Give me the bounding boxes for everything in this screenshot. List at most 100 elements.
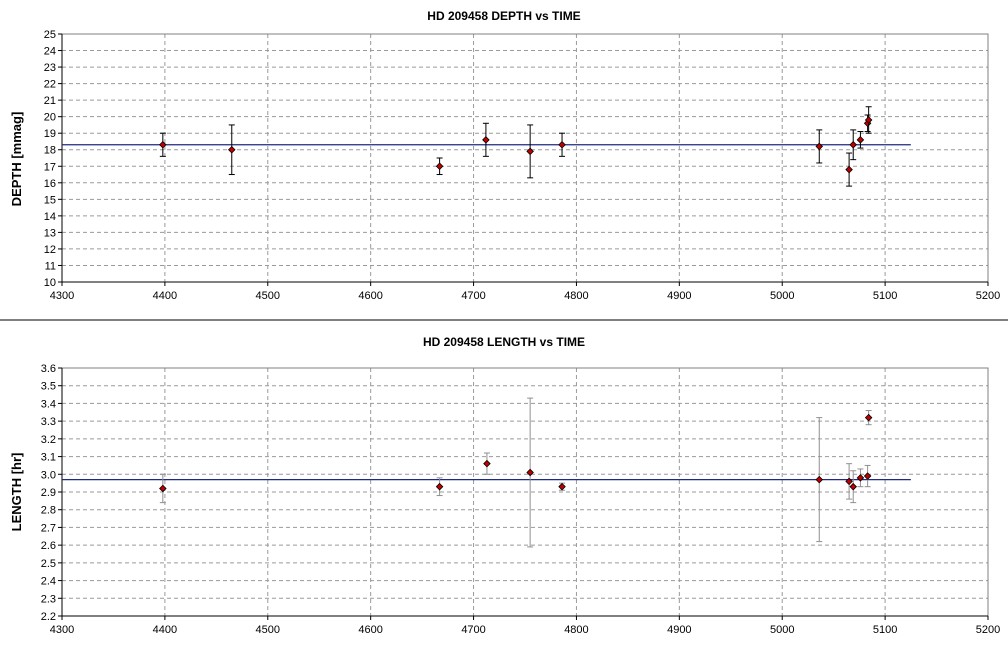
length-y-tick-label: 3.3 [41,416,56,428]
depth-tick-labels: 10 11 12 13 14 15 16 17 18 19 20 21 22 23 24 25 4300 4400… [44,29,1000,302]
depth-x-tick-label: 4500 [256,290,280,302]
depth-x-tick-label: 4800 [564,290,588,302]
length-x-tick-label: 5000 [770,624,794,636]
depth-diamond-marker [856,136,865,144]
length-y-tick-label: 3.4 [41,398,56,410]
length-data-points [159,397,873,548]
length-chart-title: HD 209458 LENGTH vs TIME [423,335,585,349]
length-diamond-marker [864,413,873,422]
depth-y-tick-label: 18 [44,145,56,157]
length-diamond-marker [815,475,824,484]
depth-chart-title: HD 209458 DEPTH vs TIME [427,9,580,23]
length-data-point [159,473,167,504]
length-diamond-marker [856,474,865,482]
depth-diamond-marker [845,165,853,174]
length-data-point [483,452,491,475]
length-data-point [849,470,857,504]
depth-diamond-marker [558,141,566,149]
depth-y-tick-label: 11 [45,260,56,272]
length-y-tick-label: 3.5 [41,381,56,393]
depth-diamond-marker [435,162,444,171]
length-tick-labels: 2.2 2.3 2.4 2.5 2.6 2.7 2.8 2.9 3.0 3.1 3.2 3.3 3.4 3… [41,363,1001,636]
depth-diamond-marker [159,141,167,149]
depth-y-tick-label: 10 [44,277,56,289]
depth-x-tick-label: 4900 [667,290,691,302]
length-y-tick-label: 3.6 [41,363,56,375]
depth-diamond-marker [228,145,236,154]
depth-y-tick-label: 14 [44,211,56,223]
depth-data-point [856,131,865,149]
length-y-tick-label: 2.4 [41,576,56,588]
depth-data-point [558,132,566,157]
depth-data-points [159,106,873,187]
depth-data-point [845,152,853,187]
length-x-tick-label: 4400 [153,624,177,636]
length-x-tick-label: 4700 [461,624,485,636]
length-y-tick-label: 3.1 [41,452,56,464]
depth-y-tick-label: 13 [44,227,56,239]
depth-data-point [482,122,490,157]
depth-diamond-marker [849,141,857,149]
depth-data-point [159,132,167,157]
length-data-point [845,463,853,500]
depth-y-tick-label: 19 [44,128,56,140]
depth-y-tick-label: 21 [44,95,56,107]
length-data-point [815,417,824,543]
depth-y-axis-label: DEPTH [mmag] [9,112,24,207]
depth-x-tick-label: 5200 [976,290,1000,302]
length-x-tick-label: 4800 [564,624,588,636]
depth-data-point [526,124,534,179]
depth-x-tick-label: 4400 [153,290,177,302]
depth-gridlines [61,33,989,283]
length-y-tick-label: 2.7 [41,522,56,534]
length-x-tick-label: 5200 [976,624,1000,636]
depth-y-tick-label: 20 [44,112,56,124]
depth-data-point [815,129,824,164]
depth-diamond-marker [482,136,490,144]
depth-x-tick-label: 4300 [50,290,74,302]
length-data-point [435,477,444,497]
length-x-tick-label: 5100 [873,624,897,636]
length-x-tick-label: 4900 [667,624,691,636]
depth-y-tick-label: 23 [44,62,56,74]
length-diamond-marker [483,459,491,468]
length-y-tick-label: 2.6 [41,540,56,552]
length-data-point [864,410,873,426]
length-gridlines [61,367,989,617]
depth-diamond-marker [815,142,824,151]
depth-y-tick-label: 15 [44,194,56,206]
depth-data-point [864,106,873,134]
length-y-tick-label: 2.8 [41,505,56,517]
depth-y-tick-label: 24 [44,46,56,58]
length-diamond-marker [159,484,167,493]
depth-y-tick-label: 17 [44,161,56,173]
depth-y-tick-label: 22 [44,79,56,91]
length-x-tick-label: 4600 [358,624,382,636]
length-y-axis-label: LENGTH [hr] [9,453,24,532]
depth-x-tick-label: 5100 [873,290,897,302]
length-diamond-marker [435,482,444,491]
length-diamond-marker [845,477,853,486]
depth-chart: HD 209458 DEPTH vs TIME DEPTH [mmag] 10 1… [9,9,1000,302]
length-diamond-marker [849,482,857,491]
depth-data-point [228,124,236,176]
length-y-tick-label: 3.2 [41,434,56,446]
depth-data-point [849,129,857,161]
length-y-tick-label: 2.2 [41,611,56,623]
length-x-tick-label: 4500 [256,624,280,636]
length-x-tick-label: 4300 [50,624,74,636]
length-data-point [558,482,566,491]
depth-y-tick-label: 12 [44,244,56,256]
depth-x-tick-label: 5000 [770,290,794,302]
length-data-point [526,397,534,548]
length-y-tick-label: 3.0 [41,469,56,481]
depth-x-tick-label: 4700 [461,290,485,302]
length-diamond-marker [558,482,566,491]
length-diamond-marker [863,472,872,480]
depth-y-tick-label: 25 [44,29,56,41]
depth-diamond-marker [526,147,534,156]
depth-data-point [435,157,444,176]
length-y-tick-label: 2.5 [41,558,56,570]
length-data-point [863,464,872,488]
